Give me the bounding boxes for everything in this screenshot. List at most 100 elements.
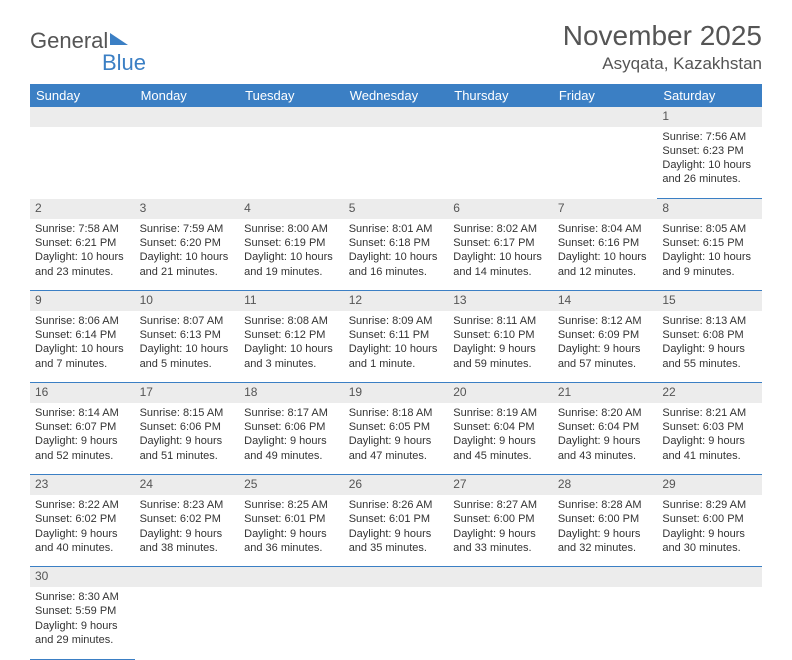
day-number-row: 23242526272829 (30, 475, 762, 495)
day-number-cell: 15 (657, 291, 762, 311)
day-number-cell (344, 567, 449, 587)
day-sunrise: Sunrise: 8:18 AM (349, 406, 444, 420)
day-number-row: 1 (30, 107, 762, 127)
day-number-cell: 28 (553, 475, 658, 495)
week-row: Sunrise: 8:22 AMSunset: 6:02 PMDaylight:… (30, 495, 762, 567)
day-cell (553, 127, 658, 199)
day-number-cell (239, 567, 344, 587)
day-day2: and 43 minutes. (558, 449, 653, 463)
day-cell: Sunrise: 8:12 AMSunset: 6:09 PMDaylight:… (553, 311, 658, 383)
day-sunset: Sunset: 6:15 PM (662, 236, 757, 250)
day-sunrise: Sunrise: 8:14 AM (35, 406, 130, 420)
day-day1: Daylight: 9 hours (244, 434, 339, 448)
day-sunrise: Sunrise: 8:04 AM (558, 222, 653, 236)
day-sunrise: Sunrise: 8:19 AM (453, 406, 548, 420)
day-cell: Sunrise: 8:26 AMSunset: 6:01 PMDaylight:… (344, 495, 449, 567)
day-sunset: Sunset: 6:16 PM (558, 236, 653, 250)
day-day1: Daylight: 9 hours (140, 434, 235, 448)
day-cell: Sunrise: 8:05 AMSunset: 6:15 PMDaylight:… (657, 219, 762, 291)
day-day2: and 7 minutes. (35, 357, 130, 371)
day-sunrise: Sunrise: 7:56 AM (662, 130, 757, 144)
weekday-header: Thursday (448, 84, 553, 107)
day-cell: Sunrise: 8:29 AMSunset: 6:00 PMDaylight:… (657, 495, 762, 567)
day-sunrise: Sunrise: 8:22 AM (35, 498, 130, 512)
day-number-cell: 22 (657, 383, 762, 403)
day-sunrise: Sunrise: 8:00 AM (244, 222, 339, 236)
day-number-cell (448, 107, 553, 127)
day-day2: and 47 minutes. (349, 449, 444, 463)
day-day1: Daylight: 9 hours (453, 342, 548, 356)
day-sunrise: Sunrise: 8:30 AM (35, 590, 130, 604)
day-number-cell: 20 (448, 383, 553, 403)
day-sunrise: Sunrise: 8:27 AM (453, 498, 548, 512)
day-day2: and 26 minutes. (662, 172, 757, 186)
day-day1: Daylight: 9 hours (662, 342, 757, 356)
day-number-cell: 24 (135, 475, 240, 495)
day-sunset: Sunset: 6:02 PM (35, 512, 130, 526)
day-sunset: Sunset: 6:07 PM (35, 420, 130, 434)
day-sunset: Sunset: 6:12 PM (244, 328, 339, 342)
day-day2: and 33 minutes. (453, 541, 548, 555)
day-day1: Daylight: 10 hours (244, 250, 339, 264)
day-day1: Daylight: 9 hours (35, 619, 130, 633)
day-day1: Daylight: 10 hours (662, 158, 757, 172)
day-day2: and 16 minutes. (349, 265, 444, 279)
day-cell (448, 587, 553, 659)
day-day2: and 41 minutes. (662, 449, 757, 463)
day-number-cell: 30 (30, 567, 135, 587)
day-sunrise: Sunrise: 8:08 AM (244, 314, 339, 328)
day-cell: Sunrise: 8:21 AMSunset: 6:03 PMDaylight:… (657, 403, 762, 475)
day-day1: Daylight: 9 hours (35, 527, 130, 541)
day-sunset: Sunset: 6:09 PM (558, 328, 653, 342)
day-number-cell: 10 (135, 291, 240, 311)
day-day2: and 30 minutes. (662, 541, 757, 555)
day-sunrise: Sunrise: 7:58 AM (35, 222, 130, 236)
day-sunset: Sunset: 6:13 PM (140, 328, 235, 342)
day-sunrise: Sunrise: 8:23 AM (140, 498, 235, 512)
day-day1: Daylight: 10 hours (140, 250, 235, 264)
day-cell: Sunrise: 8:11 AMSunset: 6:10 PMDaylight:… (448, 311, 553, 383)
weekday-header-row: Sunday Monday Tuesday Wednesday Thursday… (30, 84, 762, 107)
day-sunset: Sunset: 6:17 PM (453, 236, 548, 250)
day-number-cell: 2 (30, 199, 135, 219)
weekday-header: Monday (135, 84, 240, 107)
day-sunset: Sunset: 6:06 PM (140, 420, 235, 434)
day-day2: and 29 minutes. (35, 633, 130, 647)
day-sunset: Sunset: 6:21 PM (35, 236, 130, 250)
week-row: Sunrise: 8:30 AMSunset: 5:59 PMDaylight:… (30, 587, 762, 659)
day-day2: and 55 minutes. (662, 357, 757, 371)
day-number-cell: 4 (239, 199, 344, 219)
day-number-row: 30 (30, 567, 762, 587)
day-day2: and 12 minutes. (558, 265, 653, 279)
day-sunset: Sunset: 6:18 PM (349, 236, 444, 250)
weekday-header: Tuesday (239, 84, 344, 107)
day-day2: and 35 minutes. (349, 541, 444, 555)
day-day1: Daylight: 10 hours (349, 250, 444, 264)
day-number-cell: 27 (448, 475, 553, 495)
day-day1: Daylight: 10 hours (35, 342, 130, 356)
day-day2: and 40 minutes. (35, 541, 130, 555)
day-sunset: Sunset: 6:00 PM (453, 512, 548, 526)
day-cell: Sunrise: 8:01 AMSunset: 6:18 PMDaylight:… (344, 219, 449, 291)
day-day1: Daylight: 9 hours (558, 527, 653, 541)
day-day1: Daylight: 9 hours (244, 527, 339, 541)
weekday-header: Friday (553, 84, 658, 107)
day-sunrise: Sunrise: 8:02 AM (453, 222, 548, 236)
day-day2: and 36 minutes. (244, 541, 339, 555)
day-number-cell: 13 (448, 291, 553, 311)
day-day2: and 3 minutes. (244, 357, 339, 371)
day-sunrise: Sunrise: 8:15 AM (140, 406, 235, 420)
day-day1: Daylight: 9 hours (662, 434, 757, 448)
day-day2: and 49 minutes. (244, 449, 339, 463)
day-cell: Sunrise: 7:59 AMSunset: 6:20 PMDaylight:… (135, 219, 240, 291)
day-sunset: Sunset: 6:01 PM (244, 512, 339, 526)
day-number-cell: 8 (657, 199, 762, 219)
day-number-cell (448, 567, 553, 587)
day-cell: Sunrise: 8:23 AMSunset: 6:02 PMDaylight:… (135, 495, 240, 567)
day-sunrise: Sunrise: 8:26 AM (349, 498, 444, 512)
day-day2: and 23 minutes. (35, 265, 130, 279)
day-sunset: Sunset: 6:00 PM (662, 512, 757, 526)
day-number-cell (553, 107, 658, 127)
day-number-cell: 19 (344, 383, 449, 403)
day-number-cell (239, 107, 344, 127)
